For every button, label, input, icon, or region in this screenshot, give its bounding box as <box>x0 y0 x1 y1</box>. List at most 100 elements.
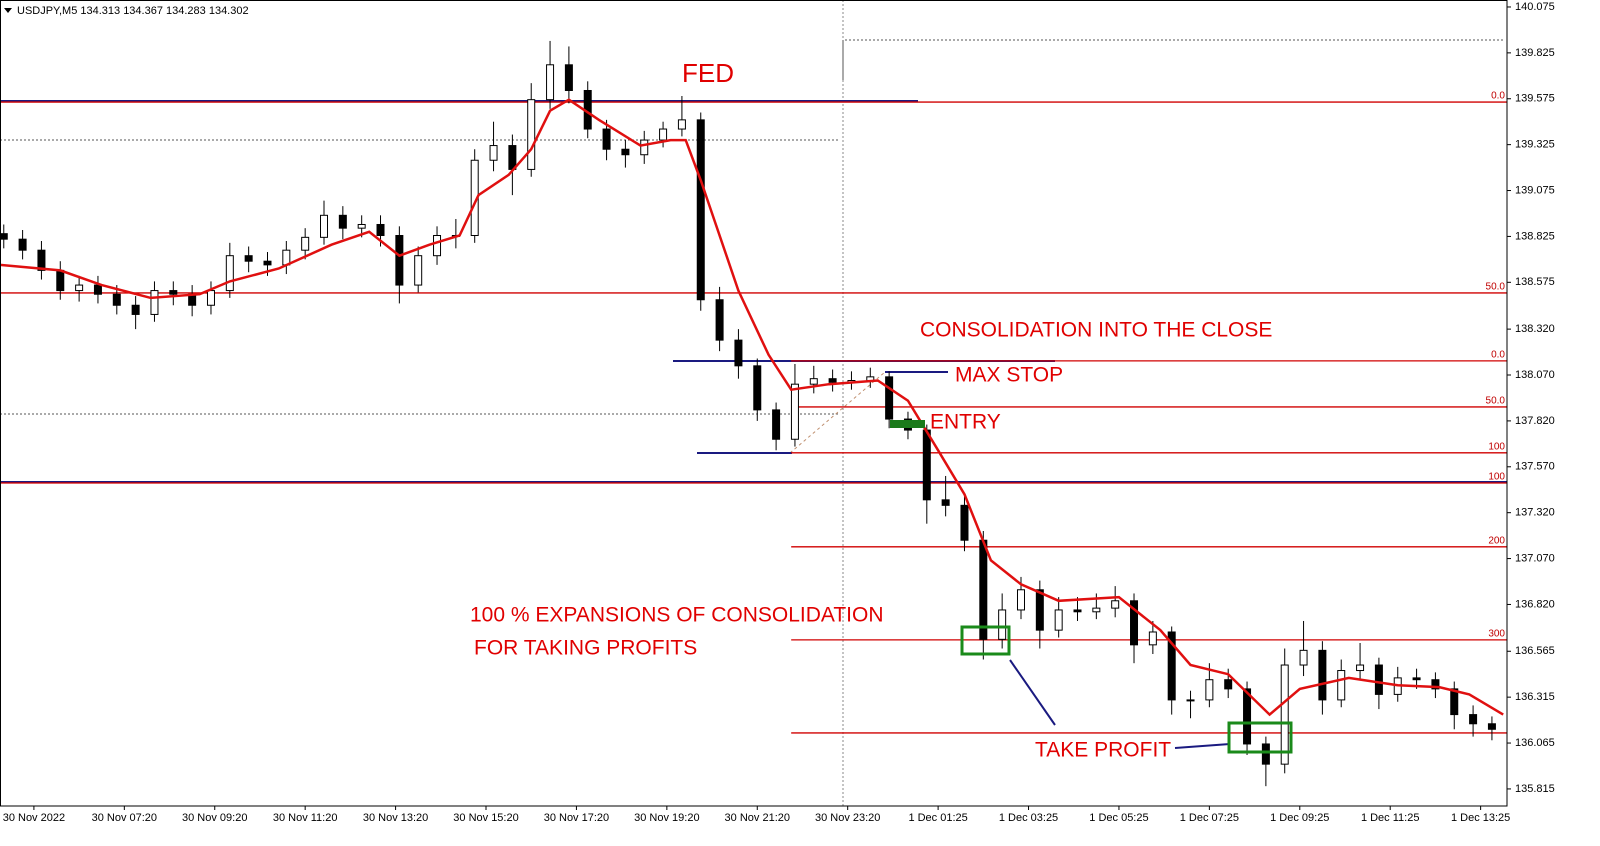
candle-body <box>37 249 46 271</box>
x-tick-label: 1 Dec 09:25 <box>1270 812 1329 824</box>
annotation: 100 % EXPANSIONS OF CONSOLIDATION <box>470 604 884 627</box>
candle-body <box>301 236 310 251</box>
x-tick-label: 30 Nov 17:20 <box>544 812 609 824</box>
y-tick-label: 137.320 <box>1515 507 1555 519</box>
fib-trend-line <box>789 371 886 454</box>
candle-body <box>1016 589 1025 611</box>
y-tick-label: 136.820 <box>1515 598 1555 610</box>
plot-frame <box>0 0 1508 807</box>
candle-body <box>93 284 102 295</box>
candle-body <box>998 609 1007 640</box>
x-tick-label: 1 Dec 05:25 <box>1089 812 1148 824</box>
candle-body <box>659 128 668 141</box>
y-tick-label: 136.065 <box>1515 737 1555 749</box>
candle-body <box>508 145 517 170</box>
candle-body <box>414 255 423 286</box>
pointer-line <box>1174 743 1231 749</box>
candle-body <box>1035 589 1044 631</box>
y-tick-label: 138.575 <box>1515 276 1555 288</box>
moving-average <box>0 98 1504 717</box>
fib-label: 50.0 <box>1486 282 1506 293</box>
y-tick-label: 138.320 <box>1515 323 1555 335</box>
candle-body <box>828 378 837 383</box>
overlay: USDJPY,M5 134.313 134.367 134.283 134.30… <box>0 0 1555 824</box>
entry-marker <box>890 420 925 428</box>
candle-body <box>753 365 762 411</box>
candle-body <box>1450 688 1459 716</box>
x-tick-label: 30 Nov 11:20 <box>273 812 338 824</box>
candle-body <box>621 148 630 156</box>
candle-body <box>112 293 121 306</box>
annotation: FED <box>682 58 734 88</box>
annotation: ENTRY <box>930 411 1001 434</box>
candle-body <box>75 284 84 292</box>
candle-body <box>715 299 724 341</box>
candle-body <box>772 409 781 440</box>
pointer-line <box>1009 659 1056 726</box>
marks: 0.0 50.0 100 0.0 50.0 100 200 300 <box>0 40 1507 787</box>
x-tick-label: 30 Nov 19:20 <box>634 812 699 824</box>
candle-body <box>1054 609 1063 631</box>
candle-body <box>1356 664 1365 672</box>
y-tick-label: 140.075 <box>1515 1 1555 13</box>
drawings <box>0 0 1507 806</box>
candle-body <box>131 304 140 315</box>
y-tick-label: 138.070 <box>1515 369 1555 381</box>
candle-body <box>546 64 555 101</box>
candle-body <box>489 145 498 161</box>
candle-body <box>885 376 894 420</box>
candle-body <box>1148 631 1157 646</box>
candle-body <box>225 255 234 292</box>
x-tick-label: 30 Nov 15:20 <box>453 812 518 824</box>
candle-body <box>1073 609 1082 613</box>
candle-body <box>0 233 8 240</box>
candle-body <box>790 383 799 440</box>
x-tick-label: 30 Nov 21:20 <box>725 812 790 824</box>
y-tick-label: 139.075 <box>1515 184 1555 196</box>
fib-label: 300 <box>1488 629 1505 640</box>
x-tick-label: 30 Nov 09:20 <box>182 812 247 824</box>
y-tick-label: 137.820 <box>1515 415 1555 427</box>
candle-body <box>1318 649 1327 701</box>
y-tick-label: 136.565 <box>1515 645 1555 657</box>
x-tick-label: 1 Dec 11:25 <box>1361 812 1420 824</box>
y-tick-label: 135.815 <box>1515 783 1555 795</box>
x-tick-label: 30 Nov 2022 <box>3 812 65 824</box>
candle-body <box>1186 699 1195 702</box>
candle-body <box>395 235 404 286</box>
y-tick-label: 139.325 <box>1515 139 1555 151</box>
y-tick-label: 136.315 <box>1515 691 1555 703</box>
candle-body <box>941 499 950 506</box>
menu-arrow <box>4 8 12 13</box>
x-tick-label: 30 Nov 07:20 <box>92 812 157 824</box>
chart-title: USDJPY,M5 134.313 134.367 134.283 134.30… <box>17 5 249 17</box>
candle-body <box>922 429 931 501</box>
annotation: CONSOLIDATION INTO THE CLOSE <box>920 319 1272 342</box>
fib-label: 100 <box>1488 441 1505 452</box>
annotation: MAX STOP <box>955 364 1063 387</box>
candle-body <box>1280 664 1289 765</box>
candle-body <box>1261 743 1270 765</box>
candle-body <box>1205 679 1214 701</box>
candle-body <box>1243 688 1252 745</box>
candle-body <box>433 235 442 257</box>
annotation: FOR TAKING PROFITS <box>474 637 697 660</box>
candle-body <box>338 214 347 229</box>
x-tick-label: 1 Dec 01:25 <box>908 812 967 824</box>
y-tick-label: 137.070 <box>1515 552 1555 564</box>
x-tick-label: 1 Dec 03:25 <box>999 812 1058 824</box>
candle-body <box>1092 607 1101 613</box>
candle-body <box>602 128 611 150</box>
candle-body <box>1431 679 1440 690</box>
candle-body <box>320 214 329 238</box>
candle-body <box>263 260 272 266</box>
candle-body <box>1412 677 1421 681</box>
x-tick-label: 30 Nov 23:20 <box>815 812 880 824</box>
target-box <box>960 625 1011 656</box>
fib-label: 50.0 <box>1486 396 1506 407</box>
candle-body <box>1111 600 1120 609</box>
x-tick-label: 30 Nov 13:20 <box>363 812 428 824</box>
fib-label: 100 <box>1488 472 1505 483</box>
y-tick-label: 139.575 <box>1515 93 1555 105</box>
candle-body <box>56 269 65 292</box>
